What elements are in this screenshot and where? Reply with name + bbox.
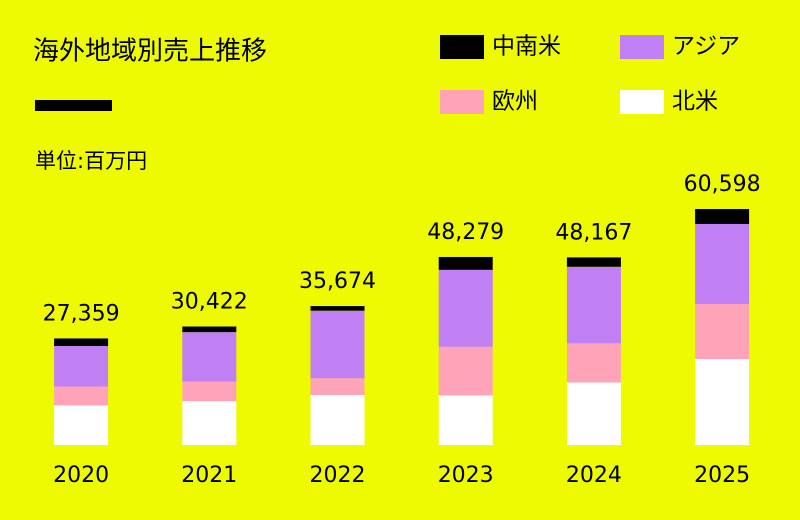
bar-segment (695, 209, 750, 224)
bar-segment (182, 401, 237, 445)
bar-segment (695, 303, 750, 359)
chart-title: 海外地域別売上推移 (33, 37, 267, 67)
total-label: 48,279 (427, 220, 504, 245)
bar-segment (310, 306, 365, 311)
legend-label: アジア (672, 34, 740, 60)
legend-swatch (440, 35, 484, 59)
bar-segment (310, 378, 365, 395)
unit-label: 単位:百万円 (35, 149, 147, 173)
bar-segment (566, 266, 621, 344)
x-tick-label: 2023 (438, 463, 494, 488)
bar-segment (310, 394, 365, 445)
bar-segment (438, 395, 493, 445)
bar-segment (566, 257, 621, 267)
bar-segment (695, 223, 750, 304)
total-label: 35,674 (299, 269, 376, 294)
bar-segment (182, 332, 237, 382)
bar-segment (54, 345, 109, 387)
bar-segment (566, 343, 621, 383)
bar-segment (310, 310, 365, 379)
total-label: 60,598 (684, 172, 761, 197)
total-label: 30,422 (171, 290, 248, 315)
bar-segment (54, 386, 109, 406)
x-tick-label: 2020 (53, 463, 109, 488)
total-label: 27,359 (43, 301, 120, 326)
legend-swatch (440, 90, 484, 114)
legend-label: 欧州 (492, 89, 538, 115)
legend-label: 中南米 (492, 34, 561, 60)
bar-segment (54, 338, 109, 346)
total-label: 48,167 (555, 220, 632, 245)
x-tick-label: 2021 (181, 463, 237, 488)
bar-segment (566, 382, 621, 445)
legend-label: 北米 (672, 89, 718, 115)
legend-swatch (620, 35, 664, 59)
title-underline (35, 100, 112, 111)
bar-segment (438, 346, 493, 396)
bar-segment (438, 269, 493, 347)
bar-segment (182, 381, 237, 402)
bar-segment (182, 326, 237, 333)
legend-swatch (620, 90, 664, 114)
x-tick-label: 2025 (694, 463, 750, 488)
x-tick-label: 2024 (566, 463, 622, 488)
bar-segment (438, 256, 493, 270)
bar-segment (695, 358, 750, 445)
bar-segment (54, 405, 109, 445)
x-tick-label: 2022 (310, 463, 366, 488)
